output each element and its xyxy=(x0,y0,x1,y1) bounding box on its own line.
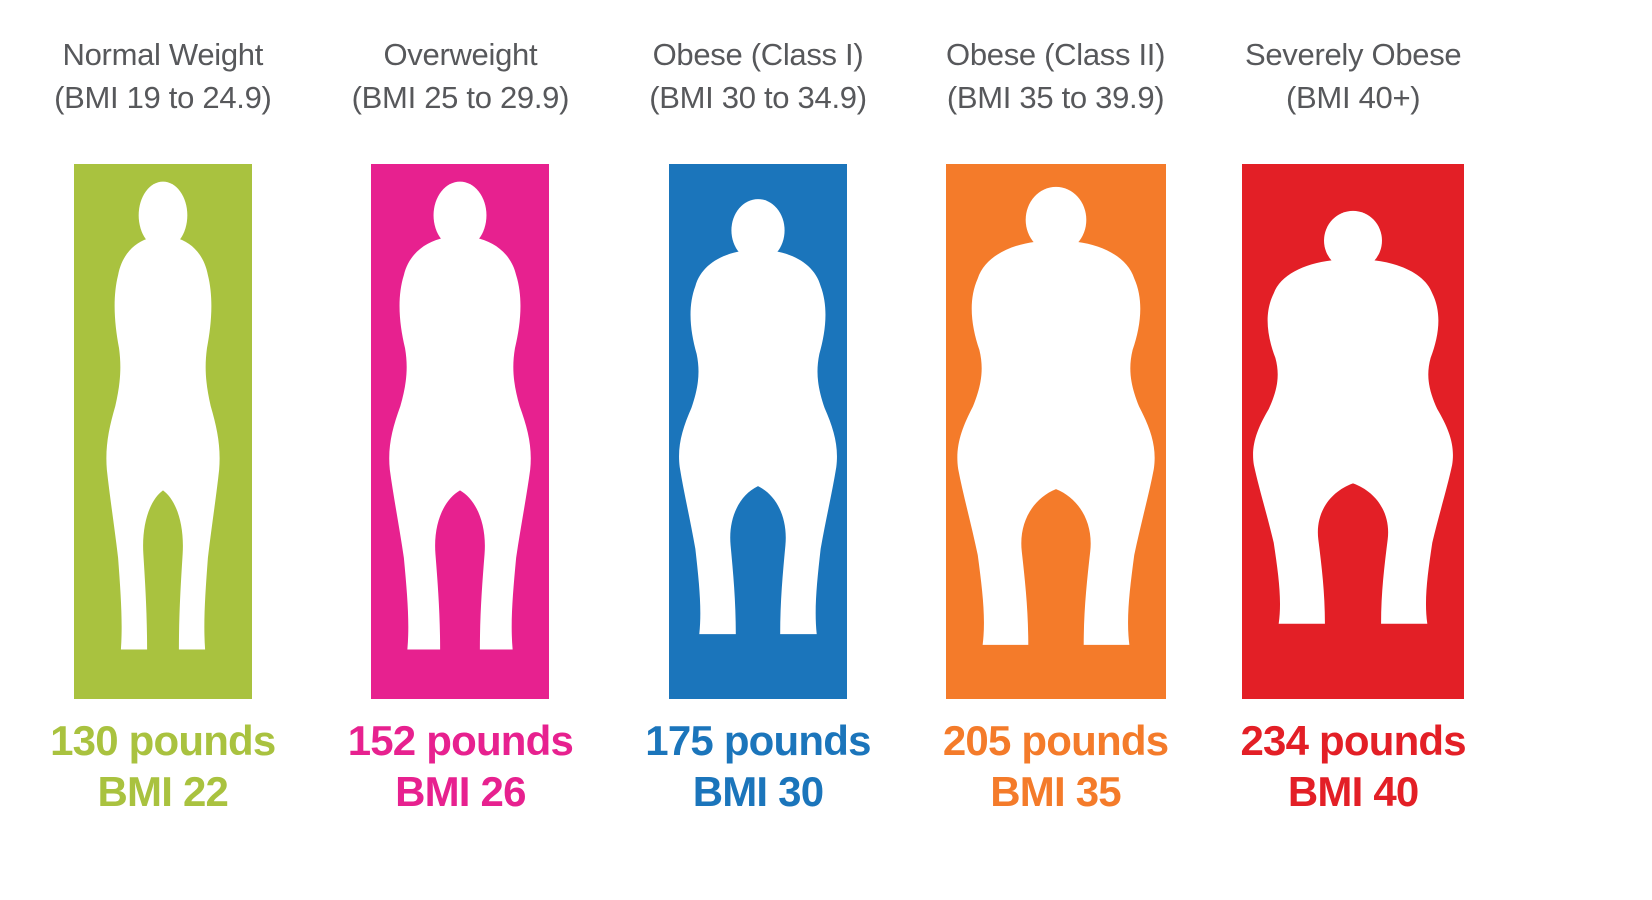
weight-label: 205 pounds xyxy=(942,717,1169,764)
category-column-normal-weight: Normal Weight (BMI 19 to 24.9) 130 pound… xyxy=(14,34,312,817)
category-title: Normal Weight (BMI 19 to 24.9) xyxy=(54,34,272,126)
category-bmi-range: (BMI 35 to 39.9) xyxy=(946,79,1165,115)
weight-label: 234 pounds xyxy=(1240,717,1466,764)
category-title: Obese (Class I) (BMI 30 to 34.9) xyxy=(649,34,867,126)
category-panel xyxy=(1242,164,1465,699)
category-column-severely-obese: Severely Obese (BMI 40+) 234 pounds BMI … xyxy=(1204,34,1502,817)
category-panel xyxy=(668,164,847,699)
person-silhouette-icon xyxy=(106,181,220,650)
category-name: Overweight xyxy=(383,37,538,72)
bmi-label: BMI 30 xyxy=(692,768,824,816)
category-name: Obese (Class I) xyxy=(652,37,864,72)
bmi-label: BMI 35 xyxy=(990,768,1121,816)
weight-label: 130 pounds xyxy=(50,717,276,764)
bmi-label: BMI 26 xyxy=(395,768,526,816)
person-silhouette-icon xyxy=(389,181,532,650)
category-column-obese-class-2: Obese (Class II) (BMI 35 to 39.9) 205 po… xyxy=(907,34,1205,817)
category-panel xyxy=(945,164,1166,699)
category-stats: 234 pounds BMI 40 xyxy=(1240,715,1466,817)
category-stats: 175 pounds BMI 30 xyxy=(645,715,871,817)
category-bmi-range: (BMI 40+) xyxy=(1286,79,1421,115)
category-panel xyxy=(371,164,550,699)
bmi-label: BMI 22 xyxy=(97,768,229,816)
person-silhouette-icon xyxy=(956,186,1155,645)
category-column-obese-class-1: Obese (Class I) (BMI 30 to 34.9) 175 pou… xyxy=(609,34,907,817)
bmi-infographic: Normal Weight (BMI 19 to 24.9) 130 pound… xyxy=(14,34,1502,817)
category-name: Obese (Class II) xyxy=(946,37,1166,72)
category-stats: 152 pounds BMI 26 xyxy=(347,715,574,817)
category-panel xyxy=(73,164,252,699)
category-name: Severely Obese xyxy=(1244,37,1462,72)
category-bmi-range: (BMI 30 to 34.9) xyxy=(649,79,867,115)
weight-label: 175 pounds xyxy=(645,717,871,764)
category-stats: 205 pounds BMI 35 xyxy=(942,715,1169,817)
category-name: Normal Weight xyxy=(62,37,264,72)
person-silhouette-icon xyxy=(679,199,837,635)
bmi-label: BMI 40 xyxy=(1287,768,1419,816)
category-title: Overweight (BMI 25 to 29.9) xyxy=(351,34,570,126)
category-title: Severely Obese (BMI 40+) xyxy=(1244,34,1462,126)
category-bmi-range: (BMI 25 to 29.9) xyxy=(351,79,570,115)
person-silhouette-icon xyxy=(1253,210,1454,624)
category-column-overweight: Overweight (BMI 25 to 29.9) 152 pounds B… xyxy=(312,34,610,817)
category-title: Obese (Class II) (BMI 35 to 39.9) xyxy=(946,34,1165,126)
weight-label: 152 pounds xyxy=(347,717,574,764)
category-stats: 130 pounds BMI 22 xyxy=(50,715,276,817)
category-bmi-range: (BMI 19 to 24.9) xyxy=(54,79,272,115)
